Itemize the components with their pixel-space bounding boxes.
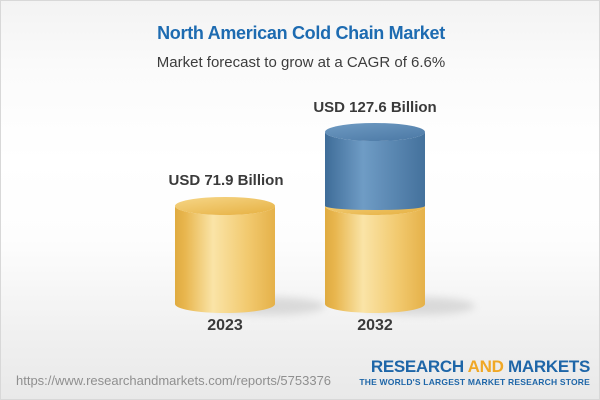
bar-2032-base-segment [325, 206, 425, 313]
logo-word-markets: MARKETS [508, 357, 590, 376]
bar-2023-value-label: USD 71.9 Billion [168, 172, 284, 189]
bar-2023-category-label: 2023 [207, 317, 243, 334]
logo-wordmark: RESEARCH AND MARKETS [359, 358, 590, 375]
researchandmarkets-logo: RESEARCH AND MARKETS THE WORLD'S LARGEST… [359, 358, 590, 387]
logo-word-and: AND [467, 357, 504, 376]
bar-2023-cylinder-top [175, 197, 275, 215]
bar-2032-value-label: USD 127.6 Billion [313, 99, 437, 116]
bar-2032-category-label: 2032 [357, 317, 393, 334]
bar-2032-growth-segment-top [325, 123, 425, 141]
bar-2032-growth-segment [325, 132, 425, 210]
report-url[interactable]: https://www.researchandmarkets.com/repor… [16, 373, 332, 388]
logo-word-research: RESEARCH [370, 357, 464, 376]
page-title: North American Cold Chain Market [157, 23, 445, 43]
page-subtitle: Market forecast to grow at a CAGR of 6.6… [156, 54, 446, 71]
bar-2023-cylinder-body [175, 206, 275, 313]
logo-tagline: THE WORLD'S LARGEST MARKET RESEARCH STOR… [359, 377, 590, 387]
